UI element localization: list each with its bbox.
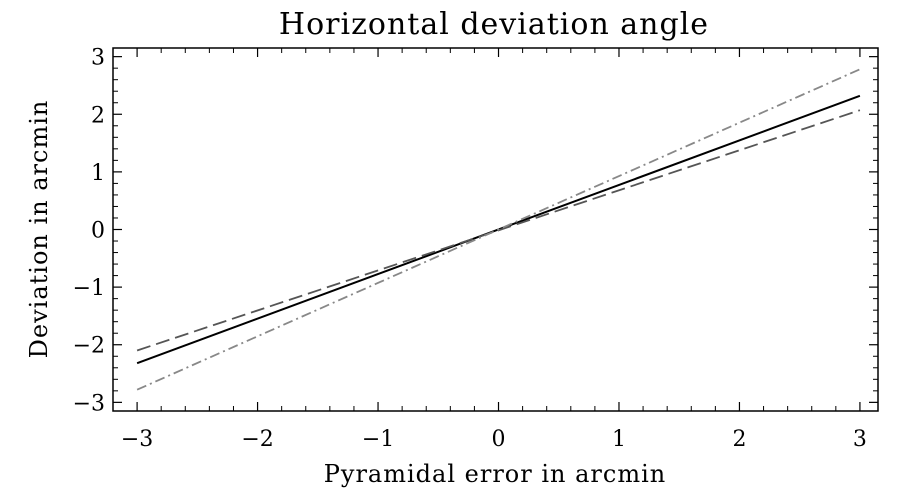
x-tick-label: −1 xyxy=(362,427,394,452)
y-tick-label: 2 xyxy=(91,103,105,128)
y-tick-label: −3 xyxy=(73,391,105,416)
y-tick-label: 0 xyxy=(91,219,105,244)
x-tick-label: 1 xyxy=(612,427,626,452)
x-tick-label: 2 xyxy=(732,427,746,452)
y-tick-label: −1 xyxy=(73,276,105,301)
y-tick-label: −2 xyxy=(73,334,105,359)
y-axis-label: Deviation in arcmin xyxy=(25,100,53,359)
y-tick-label: 1 xyxy=(91,161,105,186)
x-axis-label: Pyramidal error in arcmin xyxy=(324,460,666,488)
x-tick-label: −2 xyxy=(241,427,273,452)
data-series xyxy=(136,68,861,391)
x-tick-label: 3 xyxy=(853,427,867,452)
series-line-dash-dot xyxy=(136,68,861,391)
chart-title: Horizontal deviation angle xyxy=(279,7,709,42)
axis-tick-labels: −3 −2 −1 0 1 2 3 −3 −2 −1 0 1 2 3 xyxy=(73,46,867,452)
plot-frame xyxy=(112,47,879,412)
x-tick-label: 0 xyxy=(492,427,506,452)
axis-ticks xyxy=(113,48,878,411)
y-tick-label: 3 xyxy=(91,46,105,71)
x-tick-label: −3 xyxy=(121,427,153,452)
